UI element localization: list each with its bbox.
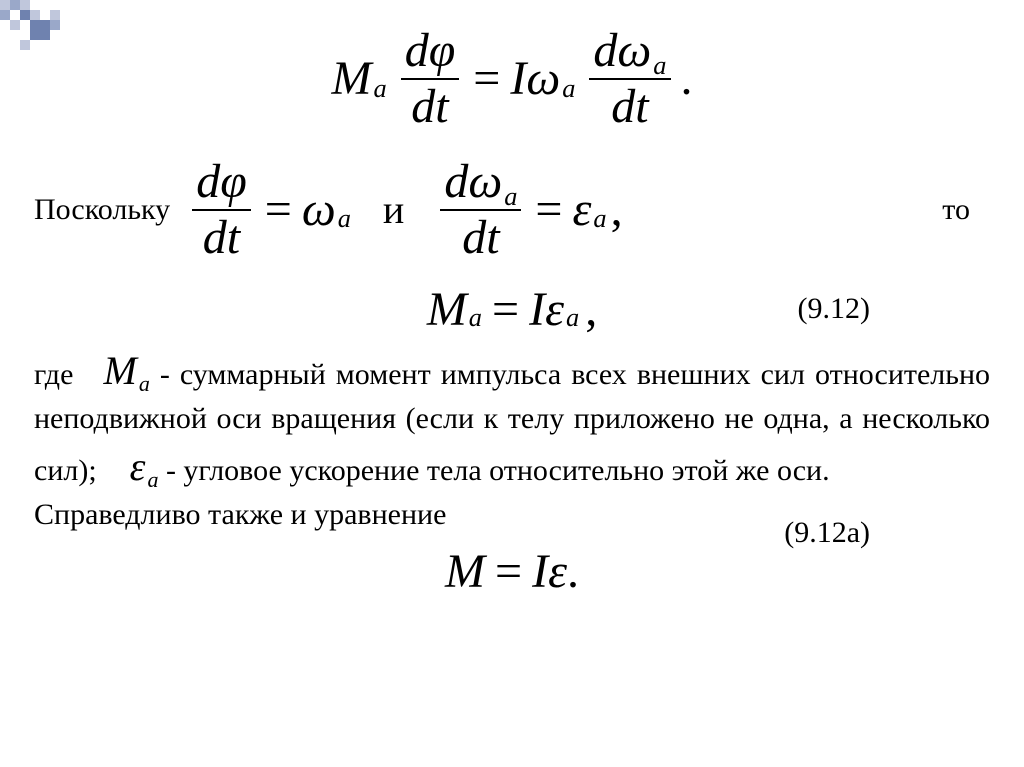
dt: dt — [607, 82, 652, 132]
paragraph-definition: где Ma - суммарный момент импульса всех … — [34, 343, 990, 495]
equals: = — [535, 178, 562, 243]
comma: , — [611, 178, 623, 243]
symbol-M: M — [427, 282, 467, 337]
fraction-domega-dt: dωa dt — [440, 157, 521, 264]
equation-top: M a dφ dt = I ω a dωa — [34, 26, 990, 133]
symbol-M: M — [103, 348, 136, 393]
equals: = — [495, 544, 522, 599]
page: M a dφ dt = I ω a dωa — [0, 0, 1024, 767]
subscript-a: a — [504, 181, 517, 211]
equals: = — [473, 55, 500, 103]
d: d — [405, 24, 429, 77]
d: d — [444, 155, 468, 208]
epsilon: ε — [573, 178, 592, 243]
equation-9-12a: (9.12а) M = I ε . — [34, 538, 990, 599]
subscript-a: a — [562, 75, 575, 101]
period: . — [681, 55, 693, 103]
content-area: M a dφ dt = I ω a dωa — [34, 18, 990, 599]
omega: ω — [302, 178, 336, 243]
since-line: Поскольку dφ dt = ω a и dωa — [34, 157, 990, 264]
d: d — [196, 155, 220, 208]
fraction-dphi-dt: dφ dt — [401, 26, 460, 133]
dt: dt — [199, 213, 244, 263]
equals: = — [492, 282, 519, 337]
symbol-M: M — [445, 544, 485, 599]
epsilon: ε — [130, 444, 146, 489]
subscript-a: a — [653, 50, 666, 80]
symbol-I: I — [532, 544, 548, 599]
equation-label-9-12: (9.12) — [798, 292, 870, 326]
omega: ω — [526, 55, 560, 103]
text-also-valid: Справедливо также и уравнение — [34, 498, 446, 531]
omega: ω — [617, 24, 651, 77]
dt: dt — [407, 82, 452, 132]
dt: dt — [458, 213, 503, 263]
subscript-a: a — [139, 371, 150, 396]
symbol-I: I — [510, 55, 526, 103]
omega: ω — [468, 155, 502, 208]
text-and: и — [383, 183, 404, 237]
fraction-domega-dt: dωa dt — [589, 26, 670, 133]
text-then: то — [942, 190, 970, 231]
subscript-a: a — [147, 467, 158, 492]
phi: φ — [220, 155, 247, 208]
subscript-a: a — [338, 201, 351, 237]
text-definition-2: - угловое ускорение тела относительно эт… — [166, 454, 830, 487]
subscript-a: a — [373, 75, 386, 101]
subscript-a: a — [566, 302, 579, 333]
period: . — [567, 544, 579, 599]
epsilon: ε — [545, 282, 564, 337]
symbol-M: M — [332, 55, 372, 103]
comma: , — [585, 282, 597, 337]
equation-label-9-12a: (9.12а) — [784, 516, 870, 550]
d: d — [593, 24, 617, 77]
fraction-dphi-dt: dφ dt — [192, 157, 251, 264]
subscript-a: a — [593, 201, 606, 237]
epsilon: ε — [548, 544, 567, 599]
equation-9-12: M a = I ε a , (9.12) — [34, 282, 990, 337]
text-where: где — [34, 358, 73, 391]
equals: = — [265, 178, 292, 243]
text-since: Поскольку — [34, 190, 170, 231]
symbol-I: I — [529, 282, 545, 337]
phi: φ — [429, 24, 456, 77]
subscript-a: a — [469, 302, 482, 333]
